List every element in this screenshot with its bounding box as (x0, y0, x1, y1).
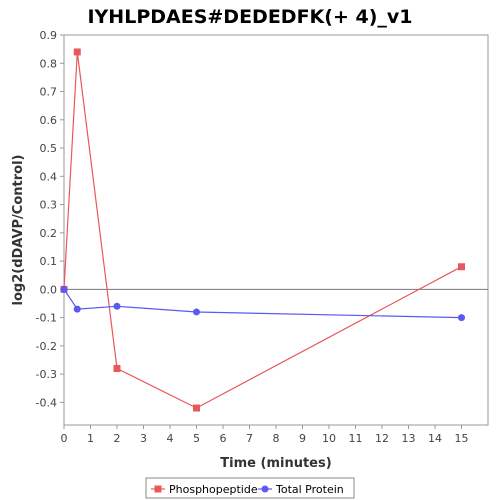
x-tick-label: 10 (322, 432, 336, 445)
x-tick-label: 5 (193, 432, 200, 445)
x-tick-label: 4 (167, 432, 174, 445)
legend-phosphopeptide-marker (154, 485, 162, 493)
total-protein-point (60, 285, 68, 293)
legend-total-protein-label: Total Protein (275, 483, 344, 496)
x-tick-label: 14 (428, 432, 442, 445)
x-tick-label: 13 (402, 432, 416, 445)
x-tick-label: 3 (140, 432, 147, 445)
y-tick-label: 0.1 (40, 255, 58, 268)
phosphopeptide-point (73, 48, 81, 56)
phosphopeptide-point (193, 404, 200, 412)
total-protein-point (113, 302, 121, 310)
x-tick-label: 2 (114, 432, 121, 445)
x-tick-label: 9 (299, 432, 306, 445)
phosphopeptide-point (458, 263, 465, 271)
y-tick-label: -0.2 (36, 340, 57, 353)
legend (145, 477, 355, 499)
x-tick-label: 7 (246, 432, 253, 445)
y-tick-label: 0.4 (40, 170, 58, 183)
y-tick-label: 0.5 (40, 142, 58, 155)
y-tick-label: 0.0 (40, 283, 58, 296)
legend-items: Phosphopeptide Total Protein (151, 483, 344, 496)
x-tick-label: 12 (375, 432, 389, 445)
y-tick-label: -0.1 (36, 312, 57, 325)
y-tick-label: -0.4 (36, 396, 57, 409)
x-tick-label: 6 (220, 432, 227, 445)
x-tick-label: 11 (349, 432, 363, 445)
total-protein-point (73, 305, 81, 313)
y-tick-label: 0.8 (40, 57, 58, 70)
x-axis-ticks: 0 1 2 3 4 5 6 7 8 9 10 11 12 13 14 15 (61, 425, 469, 445)
y-tick-label: 0.9 (40, 29, 58, 42)
y-tick-label: 0.6 (40, 114, 58, 127)
y-axis-ticks: -0.4 -0.3 -0.2 -0.1 0.0 0.1 0.2 0.3 0.4 0.5 0.6 0.7… (36, 29, 64, 409)
legend-total-protein-marker (261, 485, 269, 493)
x-tick-label: 0 (61, 432, 68, 445)
legend-phosphopeptide-label: Phosphopeptide (169, 483, 258, 496)
phosphopeptide-point (113, 364, 121, 372)
series-layer (60, 48, 465, 412)
y-tick-label: 0.3 (40, 199, 58, 212)
y-tick-label: 0.2 (40, 227, 58, 240)
plot-area (63, 34, 489, 426)
x-tick-label: 8 (273, 432, 280, 445)
y-axis-label: log2(dDAVP/Control) (11, 155, 26, 306)
y-tick-label: -0.3 (36, 368, 57, 381)
total-protein-point (458, 314, 465, 322)
chart-title: IYHLPDAES#DEDEDFK(+ 4)_v1 (87, 6, 412, 28)
total-protein-point (193, 308, 200, 316)
x-tick-label: 1 (87, 432, 94, 445)
x-axis-label: Time (minutes) (220, 456, 331, 471)
x-tick-label: 15 (455, 432, 469, 445)
y-tick-label: 0.7 (40, 86, 58, 99)
